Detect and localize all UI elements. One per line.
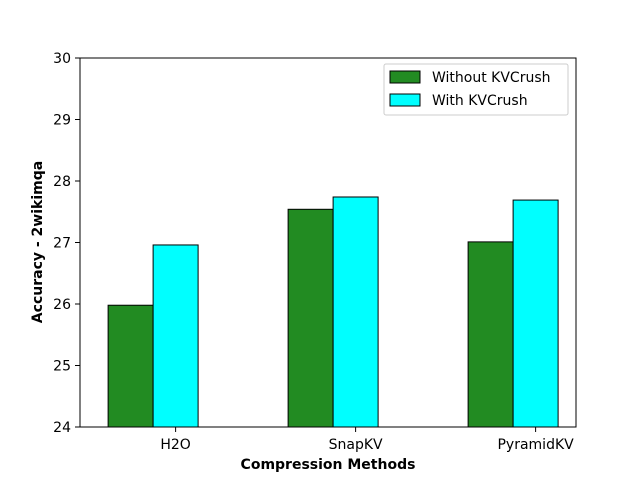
x-tick-label-snapkv: SnapKV: [329, 437, 383, 453]
legend-swatch-with-kvcrush: [389, 93, 421, 107]
bar-without-kvcrush-snapkv: [287, 208, 334, 428]
y-tick-label-28: 28: [53, 174, 71, 190]
bar-with-kvcrush-snapkv: [332, 196, 379, 428]
y-tick-label-30: 30: [53, 51, 71, 67]
x-axis: H2O SnapKV PyramidKV: [160, 427, 574, 453]
bar-without-kvcrush-pyramidkv: [467, 241, 514, 428]
legend-frame: [383, 63, 569, 116]
y-tick-label-25: 25: [53, 359, 71, 375]
legend-label-with-kvcrush: With KVCrush: [432, 93, 528, 109]
legend-swatch-without-kvcrush: [389, 70, 421, 84]
y-tick-label-27: 27: [53, 236, 71, 252]
bar-with-kvcrush-pyramidkv: [512, 199, 559, 428]
x-tick-label-pyramidkv: PyramidKV: [497, 437, 574, 453]
y-tick-label-26: 26: [53, 297, 71, 313]
bars-group: [107, 196, 559, 428]
y-tick-label-24: 24: [53, 420, 71, 436]
legend: Without KVCrush With KVCrush: [383, 63, 569, 116]
y-tick-label-29: 29: [53, 113, 71, 129]
legend-label-without-kvcrush: Without KVCrush: [432, 70, 551, 86]
bar-with-kvcrush-h2o: [152, 244, 199, 428]
x-tick-label-h2o: H2O: [160, 437, 190, 453]
x-axis-title: Compression Methods: [241, 457, 416, 473]
y-axis: 24 25 26 27 28 29 30: [53, 51, 80, 436]
y-axis-title: Accuracy - 2wikimqa: [30, 161, 46, 323]
bar-without-kvcrush-h2o: [107, 304, 154, 428]
